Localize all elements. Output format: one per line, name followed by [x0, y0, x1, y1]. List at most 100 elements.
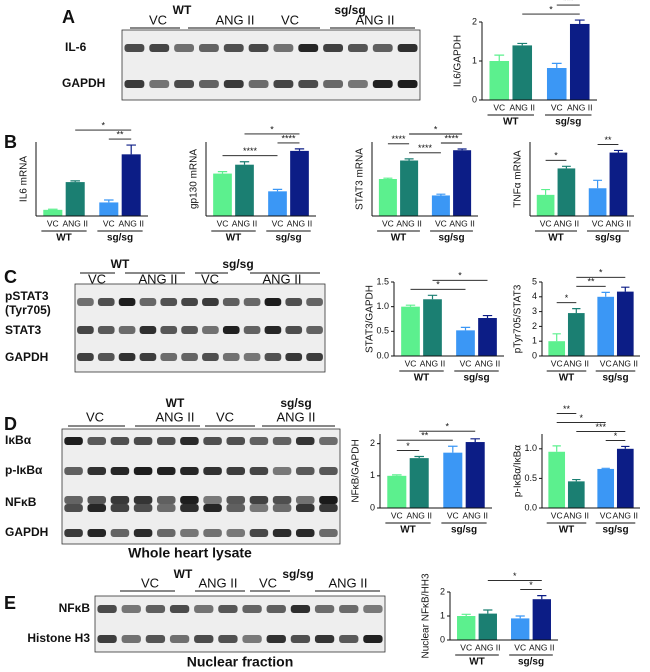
y-tick-label: 2 [370, 438, 375, 448]
blot-row-label: pSTAT3 [5, 289, 49, 303]
bar [597, 468, 615, 508]
blot-band [139, 298, 157, 306]
x-tick-label: ANG II [462, 510, 488, 520]
error-bar [272, 188, 283, 192]
blot-band [181, 353, 198, 361]
blot-band [285, 353, 303, 361]
error-bar [470, 438, 480, 443]
error-bar [461, 613, 471, 616]
blot-band [295, 437, 315, 445]
blot-band [226, 504, 246, 512]
blot-band [203, 504, 222, 512]
blot-header: ANG II [328, 575, 367, 590]
x-tick-label: ANG II [420, 358, 446, 368]
significance-label: * [579, 413, 583, 423]
blot-group: sg/sg [334, 3, 365, 17]
error-bar [574, 19, 585, 24]
blot-header: VC [201, 271, 219, 286]
blot-band [397, 80, 418, 88]
significance-label: **** [418, 143, 433, 153]
x-tick-label: VC [600, 510, 612, 520]
significance-label: * [458, 271, 462, 281]
blot-band [295, 504, 315, 512]
blot-band [64, 504, 83, 512]
error-bar [551, 62, 562, 69]
blot-frame [121, 29, 421, 101]
blot-header: ANG II [355, 12, 394, 27]
blot-band [145, 635, 166, 643]
blot-row-label: GAPDH [5, 525, 48, 539]
x-tick-label: VC [493, 102, 505, 112]
blot-header: VC [86, 409, 104, 424]
blot-band [243, 326, 261, 334]
group-label: sg/sg [438, 233, 464, 244]
blot-band [202, 298, 219, 306]
x-tick-label: ANG II [232, 218, 258, 228]
blot-band [180, 437, 199, 445]
blot-row-label: IL-6 [65, 40, 87, 54]
error-bar [613, 149, 623, 153]
blot-band [319, 504, 338, 512]
group-label: sg/sg [518, 657, 544, 668]
significance-label: * [565, 293, 569, 303]
y-tick-label: 1.0 [376, 301, 389, 311]
blot-band [181, 326, 198, 334]
blot-band [110, 504, 130, 512]
y-tick-label: 1 [472, 55, 477, 65]
panel-letter: A [62, 7, 75, 27]
bar [478, 613, 497, 640]
significance-label: ** [116, 129, 124, 139]
blot-group: sg/sg [280, 396, 311, 410]
error-bar [448, 445, 458, 453]
y-axis-label: Nuclear NFκB/HH3 [421, 573, 432, 658]
significance-label: **** [391, 134, 406, 144]
y-axis-label: IL6/GAPDH [453, 35, 464, 87]
error-bar [414, 455, 424, 459]
y-axis-label: NFκB/GAPDH [351, 439, 362, 502]
bar [588, 188, 607, 216]
error-bar [482, 314, 493, 319]
error-bar [494, 54, 505, 61]
blot-band [272, 504, 292, 512]
blot-band [273, 44, 294, 52]
error-bar [427, 294, 438, 300]
blot-band [319, 496, 338, 504]
error-bar [70, 180, 80, 183]
group-label: sg/sg [451, 525, 477, 536]
blot-band [110, 467, 130, 475]
blot-band [264, 326, 282, 334]
blot-band [363, 605, 383, 613]
y-tick-label: 0 [370, 502, 375, 512]
blot-band [110, 437, 130, 445]
error-bar [294, 148, 305, 151]
x-tick-label: VC [447, 510, 459, 520]
blot-band [222, 298, 240, 306]
y-axis-label: STAT3 mRNA [355, 148, 366, 210]
blot-band [156, 467, 176, 475]
blot-band [198, 44, 219, 52]
y-axis-label: STAT3/GAPDH [365, 285, 376, 353]
blot-band [139, 326, 157, 334]
y-tick-label: 0.5 [376, 326, 389, 336]
blot-band [222, 326, 240, 334]
y-tick-label: 3 [532, 306, 537, 316]
blot-group: WT [174, 567, 193, 581]
error-bar [572, 308, 581, 314]
panel-letter: D [4, 414, 17, 434]
blot-band [139, 353, 157, 361]
blot-band [223, 44, 244, 52]
error-bar [537, 595, 547, 600]
blot-band [339, 635, 359, 643]
error-bar [552, 445, 561, 452]
blot-band [97, 298, 115, 306]
blot-band [174, 44, 195, 52]
error-bar [621, 286, 630, 292]
blot-band [124, 44, 145, 52]
group-label: sg/sg [555, 117, 581, 128]
blot-band [133, 437, 153, 445]
x-tick-label: VC [600, 358, 612, 368]
bar [387, 475, 407, 508]
blot-header: ANG II [276, 409, 315, 424]
blot-header: VC [149, 12, 167, 27]
